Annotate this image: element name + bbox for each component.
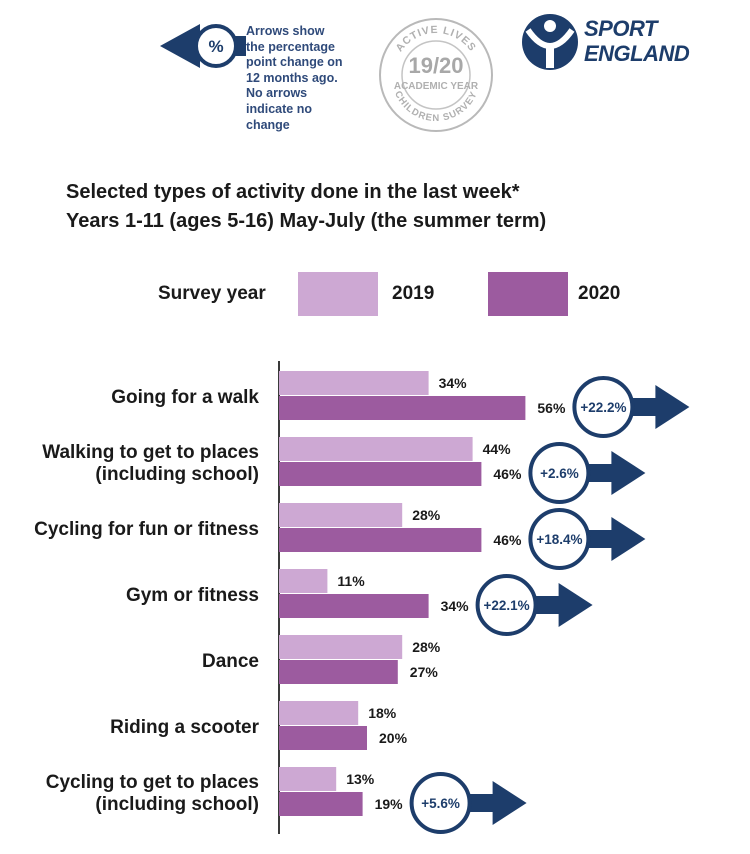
bar-2020 xyxy=(279,660,398,684)
data-label-2020: 56% xyxy=(537,400,566,416)
change-circle xyxy=(572,376,635,438)
change-circle xyxy=(528,508,591,570)
stamp-middle-text: ACADEMIC YEAR xyxy=(394,81,479,92)
bar-2019 xyxy=(279,569,328,593)
chart-title-block: Selected types of activity done in the l… xyxy=(66,178,546,236)
category-label: Cycling for fun or fitness xyxy=(34,519,259,540)
category-label: Gym or fitness xyxy=(126,585,259,606)
percent-circle-arrow-icon: % xyxy=(160,24,246,68)
stamp-year: 19/20 xyxy=(408,53,463,78)
change-arrow-icon xyxy=(559,451,646,495)
bar-2020 xyxy=(279,792,363,816)
change-arrow-icon xyxy=(559,517,646,561)
bar-2020 xyxy=(279,396,526,420)
data-label-2020: 34% xyxy=(441,598,470,614)
data-label-2020: 46% xyxy=(493,466,522,482)
chart-subtitle: Years 1-11 (ages 5-16) May-July (the sum… xyxy=(66,210,547,232)
legend-swatch-2020 xyxy=(488,272,568,316)
change-label: +22.2% xyxy=(580,400,626,415)
data-label-2019: 44% xyxy=(483,441,512,457)
legend-title: Survey year xyxy=(158,283,266,304)
data-label-2020: 20% xyxy=(379,730,408,746)
chart-title: Selected types of activity done in the l… xyxy=(66,181,520,203)
change-label: +5.6% xyxy=(421,796,460,811)
sport-england-logo-icon xyxy=(522,14,578,70)
change-circle xyxy=(528,442,591,504)
bar-2019 xyxy=(279,437,473,461)
change-label: +2.6% xyxy=(540,466,579,481)
bar-2020 xyxy=(279,594,429,618)
bar-2020 xyxy=(279,462,482,486)
logo-wordmark: SPORT ENGLAND xyxy=(584,16,690,66)
category-label: (including school) xyxy=(95,794,259,815)
change-arrow-icon xyxy=(440,781,527,825)
logo-line-1: SPORT xyxy=(584,16,657,41)
data-label-2019: 11% xyxy=(337,573,365,589)
legend-label-2019: 2019 xyxy=(392,283,435,304)
data-label-2020: 19% xyxy=(375,796,404,812)
legend-swatch-2019 xyxy=(298,272,378,316)
data-label-2020: 46% xyxy=(493,532,522,548)
category-label: Riding a scooter xyxy=(110,717,259,738)
data-label-2019: 28% xyxy=(412,507,441,523)
category-label: Dance xyxy=(202,651,259,672)
legend-label-2020: 2020 xyxy=(578,283,621,304)
data-label-2019: 13% xyxy=(346,771,375,787)
data-label-2019: 28% xyxy=(412,639,441,655)
data-label-2020: 27% xyxy=(410,664,439,680)
data-label-2019: 34% xyxy=(439,375,468,391)
change-label: +18.4% xyxy=(536,532,582,547)
change-arrow-icon xyxy=(603,385,690,429)
data-label-2019: 18% xyxy=(368,705,397,721)
survey-stamp-icon: ACTIVE LIVES 19/20 ACADEMIC YEAR CHILDRE… xyxy=(379,18,493,132)
arrow-explanation-note: Arrows show the percentage point change … xyxy=(246,24,343,132)
change-arrow-icon xyxy=(506,583,593,627)
bar-2019 xyxy=(279,635,403,659)
bar-2019 xyxy=(279,371,429,395)
category-label: (including school) xyxy=(95,464,259,485)
bar-2019 xyxy=(279,701,359,725)
category-label: Cycling to get to places xyxy=(46,772,259,793)
bar-2020 xyxy=(279,726,367,750)
category-label: Walking to get to places xyxy=(42,442,259,463)
percent-symbol: % xyxy=(208,37,223,56)
change-label: +22.1% xyxy=(484,598,530,613)
bar-2019 xyxy=(279,767,337,791)
logo-line-2: ENGLAND xyxy=(584,41,690,66)
change-circle xyxy=(409,772,472,834)
change-circle xyxy=(475,574,538,636)
bar-2020 xyxy=(279,528,482,552)
bar-2019 xyxy=(279,503,403,527)
category-label: Going for a walk xyxy=(111,387,259,408)
